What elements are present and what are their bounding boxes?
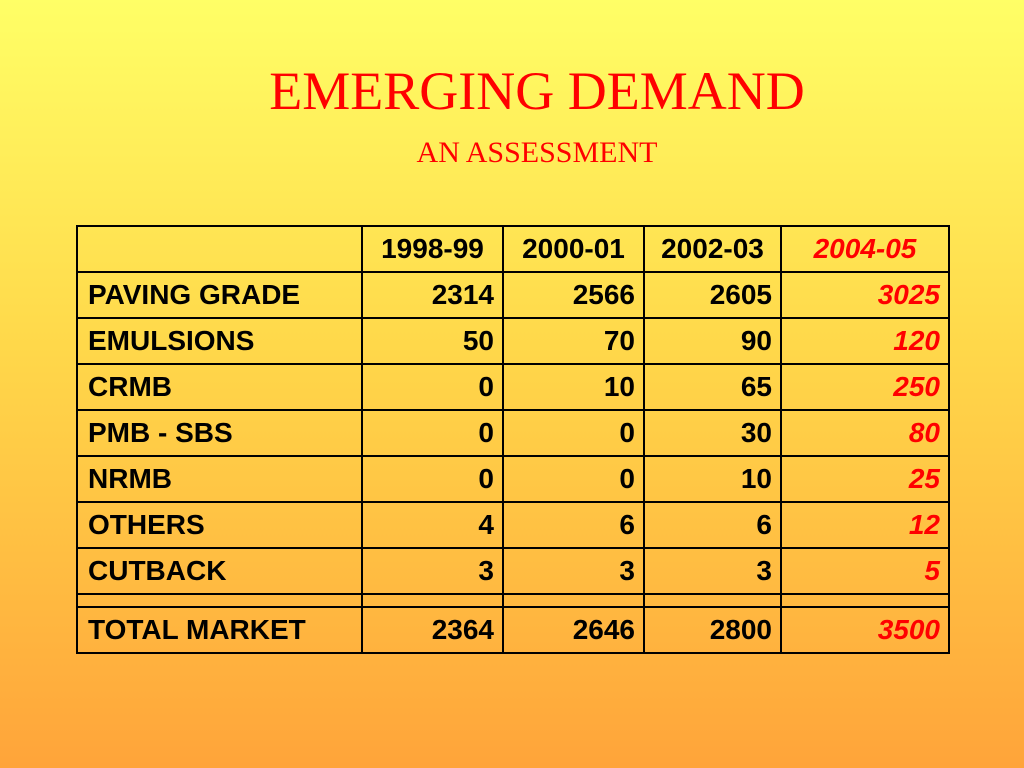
total-cell-highlight: 3500 (780, 606, 950, 654)
table-cell: 0 (361, 409, 504, 457)
table-header-row: 1998-99 2000-01 2002-03 2004-05 (76, 225, 950, 273)
column-header: 2000-01 (502, 225, 645, 273)
table-cell: 90 (643, 317, 782, 365)
table-cell: 3 (361, 547, 504, 595)
table-cell: 0 (502, 455, 645, 503)
table-cell-highlight: 250 (780, 363, 950, 411)
table-row: NRMB 0 0 10 25 (76, 455, 950, 503)
corner-header-cell (76, 225, 363, 273)
table-cell-highlight: 120 (780, 317, 950, 365)
table-cell: 70 (502, 317, 645, 365)
table-cell: 3 (643, 547, 782, 595)
table-row: PMB - SBS 0 0 30 80 (76, 409, 950, 457)
table-cell: 30 (643, 409, 782, 457)
table-cell-highlight: 12 (780, 501, 950, 549)
table-cell-highlight: 80 (780, 409, 950, 457)
column-header-highlight: 2004-05 (780, 225, 950, 273)
total-row: TOTAL MARKET 2364 2646 2800 3500 (76, 606, 950, 654)
table-cell-highlight: 25 (780, 455, 950, 503)
table-cell: 6 (502, 501, 645, 549)
table-cell: 0 (361, 363, 504, 411)
row-label: OTHERS (76, 501, 363, 549)
slide-subtitle: AN ASSESSMENT (416, 136, 658, 169)
table-cell: 10 (502, 363, 645, 411)
table-cell-highlight: 5 (780, 547, 950, 595)
table-cell: 10 (643, 455, 782, 503)
spacer-cell (361, 593, 504, 608)
table-cell: 3 (502, 547, 645, 595)
table-cell: 65 (643, 363, 782, 411)
table-row: EMULSIONS 50 70 90 120 (76, 317, 950, 365)
table-cell: 2605 (643, 271, 782, 319)
table-row: PAVING GRADE 2314 2566 2605 3025 (76, 271, 950, 319)
table-cell: 0 (502, 409, 645, 457)
row-label: CRMB (76, 363, 363, 411)
spacer-cell (76, 593, 363, 608)
spacer-row (76, 593, 950, 608)
spacer-cell (643, 593, 782, 608)
table-cell: 6 (643, 501, 782, 549)
spacer-cell (502, 593, 645, 608)
total-cell: 2364 (361, 606, 504, 654)
table-row: CRMB 0 10 65 250 (76, 363, 950, 411)
slide-title: EMERGING DEMAND (269, 61, 805, 121)
table-row: CUTBACK 3 3 3 5 (76, 547, 950, 595)
row-label: CUTBACK (76, 547, 363, 595)
total-cell: 2800 (643, 606, 782, 654)
spacer-cell (780, 593, 950, 608)
row-label: EMULSIONS (76, 317, 363, 365)
table-cell: 50 (361, 317, 504, 365)
table-row: OTHERS 4 6 6 12 (76, 501, 950, 549)
table-cell: 4 (361, 501, 504, 549)
table-cell-highlight: 3025 (780, 271, 950, 319)
row-label: NRMB (76, 455, 363, 503)
table-cell: 2566 (502, 271, 645, 319)
column-header: 2002-03 (643, 225, 782, 273)
total-label: TOTAL MARKET (76, 606, 363, 654)
row-label: PAVING GRADE (76, 271, 363, 319)
total-cell: 2646 (502, 606, 645, 654)
column-header: 1998-99 (361, 225, 504, 273)
table-cell: 0 (361, 455, 504, 503)
demand-table: 1998-99 2000-01 2002-03 2004-05 PAVING G… (76, 225, 950, 654)
table-cell: 2314 (361, 271, 504, 319)
row-label: PMB - SBS (76, 409, 363, 457)
